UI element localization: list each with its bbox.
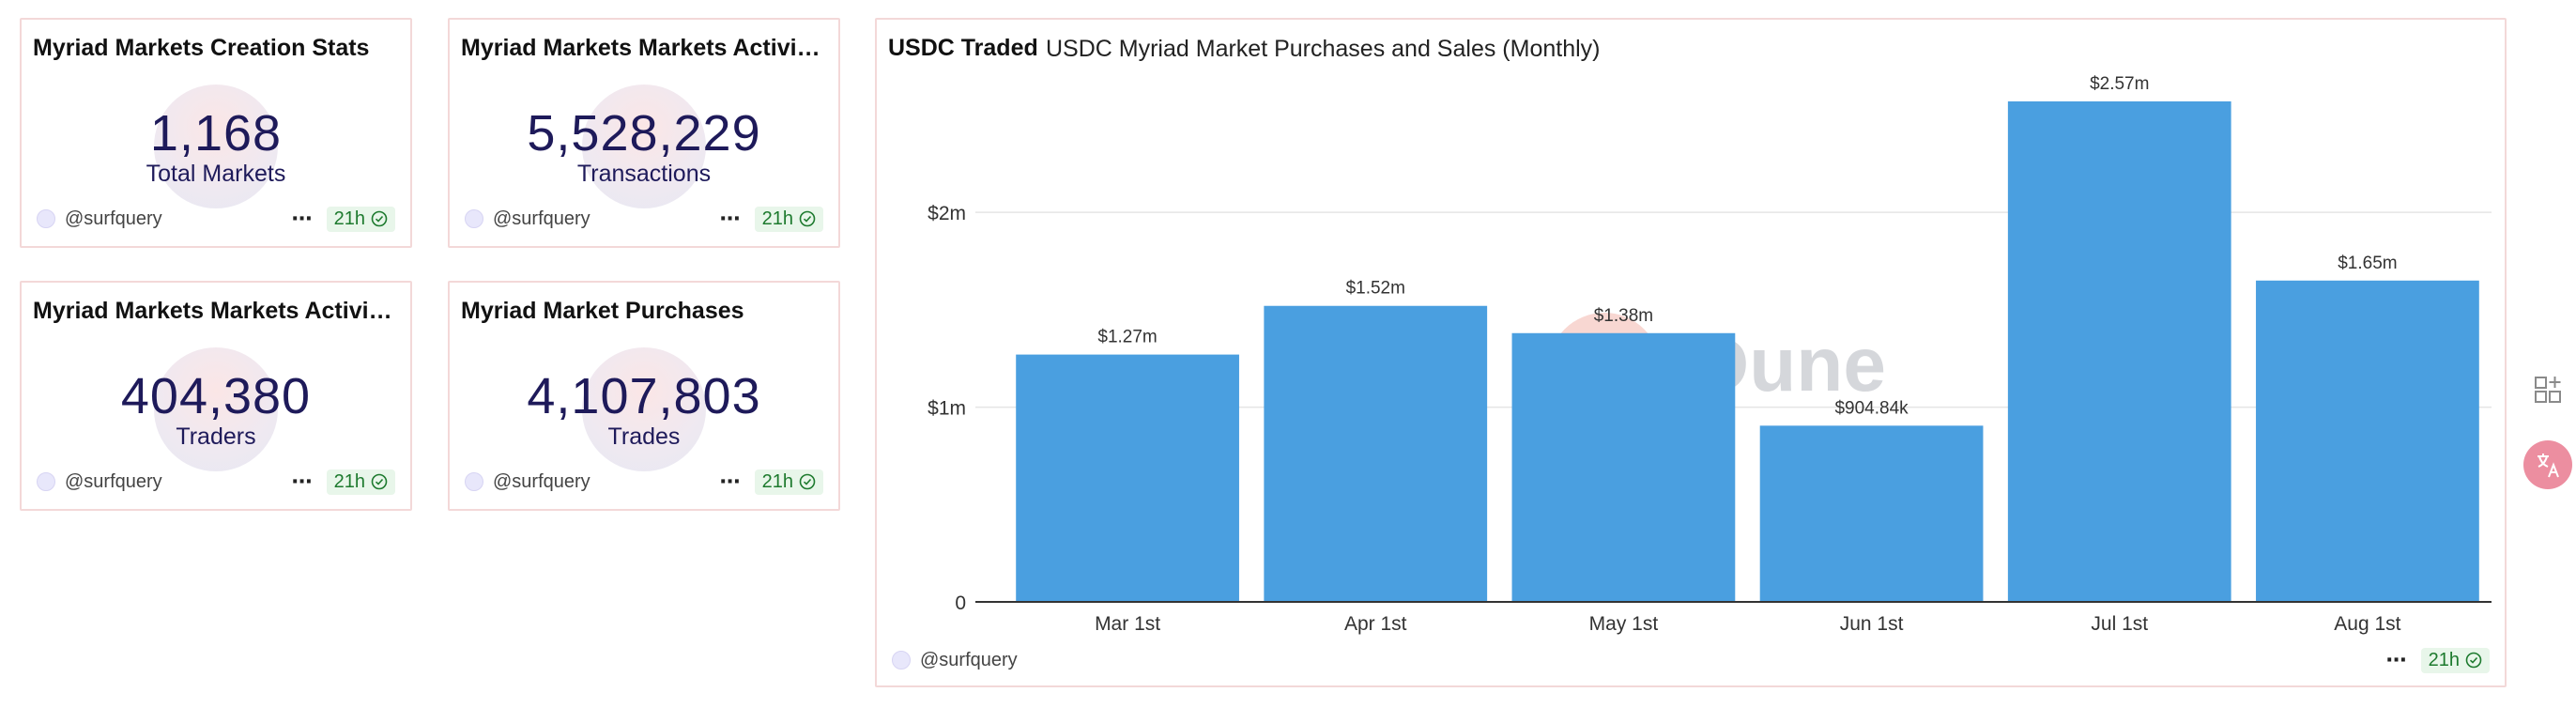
freshness-text: 21h xyxy=(333,208,365,229)
freshness-text: 21h xyxy=(333,470,365,492)
chart-title: USDC Myriad Market Purchases and Sales (… xyxy=(1046,36,1601,62)
more-options-icon[interactable]: ⋯ xyxy=(291,207,313,230)
freshness-badge[interactable]: 21h xyxy=(2420,647,2490,673)
card-footer: @surfquery ⋯ 21h xyxy=(892,646,2490,674)
more-options-icon[interactable]: ⋯ xyxy=(2385,648,2407,671)
counter-label: Trades xyxy=(607,423,681,450)
counter-label: Transactions xyxy=(576,161,712,187)
counter-background xyxy=(154,85,278,208)
more-options-icon[interactable]: ⋯ xyxy=(291,469,313,493)
counter-card-total-markets: Myriad Markets Creation Stats 1,168 Tota… xyxy=(20,18,412,248)
counter: 4,107,803 Trades xyxy=(450,339,838,480)
author-link[interactable]: @surfquery xyxy=(65,208,162,229)
x-tick-label: Jun 1st xyxy=(1840,613,1904,635)
bar-chart: Dune $1.27m$1.52m$1.38m$904.84k$2.57m$1.… xyxy=(928,74,2492,635)
counter-background xyxy=(582,347,706,471)
avatar[interactable] xyxy=(37,472,55,491)
x-tick-label: May 1st xyxy=(1589,613,1659,635)
counter-card-transactions: Myriad Markets Markets Activity... 5,528… xyxy=(448,18,840,248)
x-tick-label: Aug 1st xyxy=(2334,613,2400,635)
card-title: Myriad Market Purchases xyxy=(461,298,744,324)
data-labels: $1.27m $1.52m $1.38m $904.84k $2.57m $1.65m xyxy=(1097,74,2397,418)
freshness-text: 21h xyxy=(761,208,793,229)
avatar[interactable] xyxy=(37,209,55,228)
avatar[interactable] xyxy=(465,472,483,491)
freshness-text: 21h xyxy=(761,470,793,492)
card-title: Myriad Markets Creation Stats xyxy=(33,35,370,61)
author-link[interactable]: @surfquery xyxy=(493,470,590,492)
author-link[interactable]: @surfquery xyxy=(65,470,162,492)
bar-data-label: $1.38m xyxy=(1594,306,1653,326)
bars xyxy=(1016,100,2479,603)
check-circle-icon xyxy=(799,210,816,227)
more-options-icon[interactable]: ⋯ xyxy=(719,469,741,493)
x-tick-label: Apr 1st xyxy=(1344,613,1407,635)
chart-card-usdc-traded: USDC Traded USDC Myriad Market Purchases… xyxy=(875,18,2507,687)
bar[interactable] xyxy=(1016,354,1239,602)
bar-data-label: $2.57m xyxy=(2090,74,2149,94)
bar[interactable] xyxy=(2256,280,2479,602)
freshness-badge[interactable]: 21h xyxy=(326,469,395,495)
bar-data-label: $1.52m xyxy=(1346,279,1405,299)
bar[interactable] xyxy=(2007,100,2231,603)
card-title: Myriad Markets Markets Activity... xyxy=(33,298,399,324)
counter-value: 4,107,803 xyxy=(527,368,761,424)
author-link[interactable]: @surfquery xyxy=(920,649,1018,670)
counter-background xyxy=(154,347,278,471)
translate-icon[interactable] xyxy=(2523,440,2572,489)
counter-value: 5,528,229 xyxy=(527,105,761,162)
counter-value: 404,380 xyxy=(120,368,312,424)
bar[interactable] xyxy=(1759,425,1984,602)
x-tick-label: Jul 1st xyxy=(2091,613,2148,635)
card-footer: @surfquery ⋯ 21h xyxy=(465,468,823,496)
freshness-badge[interactable]: 21h xyxy=(754,206,823,232)
bar-data-label: $904.84k xyxy=(1834,398,1909,418)
bar[interactable] xyxy=(1511,332,1736,602)
check-circle-icon xyxy=(371,473,388,490)
freshness-text: 21h xyxy=(2428,649,2460,670)
counter-label: Total Markets xyxy=(146,161,286,187)
add-widget-icon[interactable] xyxy=(2529,371,2567,408)
counter-value: 1,168 xyxy=(149,105,283,162)
y-axis: 0 $1m $2m xyxy=(928,203,966,614)
counter-label: Traders xyxy=(176,423,256,450)
bar-data-label: $1.65m xyxy=(2338,254,2397,273)
counter: 404,380 Traders xyxy=(22,339,410,480)
bar-data-label: $1.27m xyxy=(1097,328,1157,347)
more-options-icon[interactable]: ⋯ xyxy=(719,207,741,230)
counter-card-trades: Myriad Market Purchases 4,107,803 Trades… xyxy=(448,281,840,511)
counter-background xyxy=(582,85,706,208)
avatar[interactable] xyxy=(465,209,483,228)
check-circle-icon xyxy=(371,210,388,227)
card-footer: @surfquery ⋯ 21h xyxy=(37,205,395,233)
freshness-badge[interactable]: 21h xyxy=(754,469,823,495)
x-axis: Mar 1st Apr 1st May 1st Jun 1st Jul 1st Aug 1… xyxy=(975,601,2492,635)
card-title: Myriad Markets Markets Activity... xyxy=(461,35,827,61)
freshness-badge[interactable]: 21h xyxy=(326,206,395,232)
author-link[interactable]: @surfquery xyxy=(493,208,590,229)
counter: 1,168 Total Markets xyxy=(22,76,410,217)
chart-tab-label[interactable]: USDC Traded xyxy=(888,35,1038,61)
y-tick-label: $2m xyxy=(928,203,966,224)
counter: 5,528,229 Transactions xyxy=(450,76,838,217)
y-tick-label: 0 xyxy=(955,593,966,614)
counter-card-traders: Myriad Markets Markets Activity... 404,3… xyxy=(20,281,412,511)
x-tick-label: Mar 1st xyxy=(1095,613,1160,635)
bar[interactable] xyxy=(1264,305,1488,602)
card-footer: @surfquery ⋯ 21h xyxy=(37,468,395,496)
check-circle-icon xyxy=(799,473,816,490)
avatar[interactable] xyxy=(892,651,911,670)
check-circle-icon xyxy=(2465,652,2482,669)
card-footer: @surfquery ⋯ 21h xyxy=(465,205,823,233)
y-tick-label: $1m xyxy=(928,398,966,420)
